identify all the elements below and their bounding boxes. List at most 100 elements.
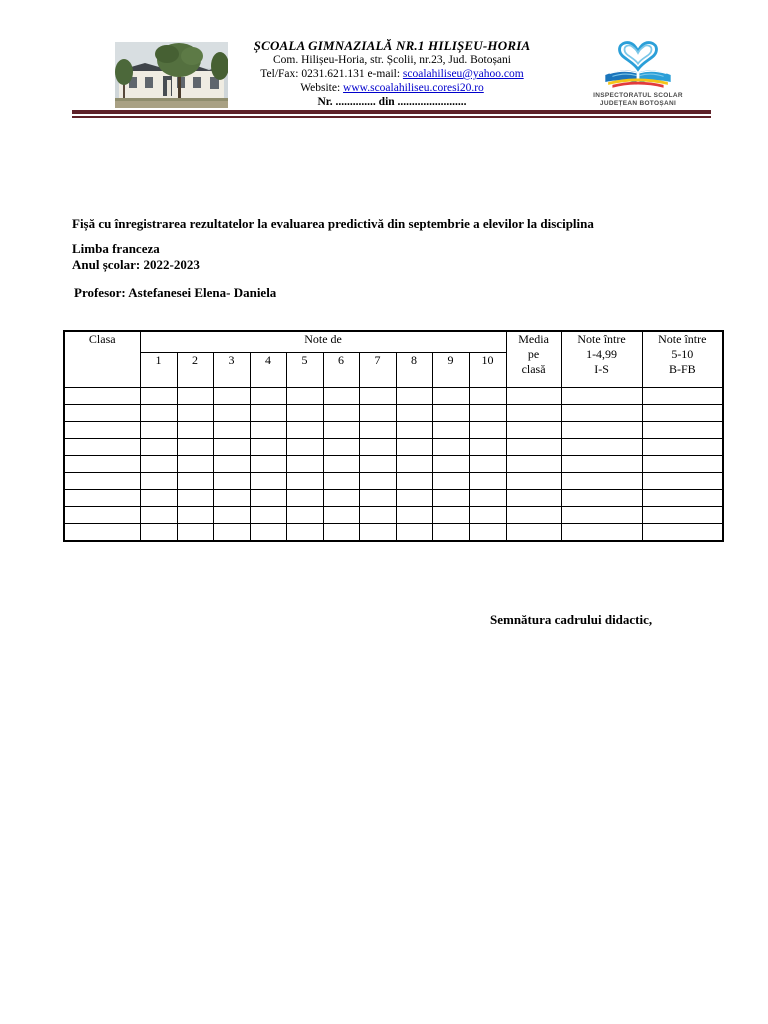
empty-cell bbox=[212, 489, 251, 507]
empty-cell bbox=[322, 472, 360, 490]
empty-cell bbox=[139, 438, 178, 456]
empty-cell bbox=[139, 387, 178, 405]
empty-cell bbox=[505, 506, 562, 524]
empty-cell bbox=[176, 523, 214, 542]
email-link[interactable]: scoalahiliseu@yahoo.com bbox=[402, 68, 524, 80]
empty-cell bbox=[176, 404, 214, 422]
table-row bbox=[63, 489, 724, 507]
school-address: Com. Hilișeu-Horia, str. Școlii, nr.23, … bbox=[273, 54, 511, 66]
empty-cell bbox=[560, 506, 643, 524]
empty-cell bbox=[641, 472, 724, 490]
empty-cell bbox=[505, 421, 562, 439]
empty-cell bbox=[395, 438, 433, 456]
empty-cell bbox=[395, 455, 433, 473]
empty-cell bbox=[358, 523, 397, 542]
empty-cell bbox=[358, 489, 397, 507]
document-title: Fișă cu înregistrarea rezultatelor la ev… bbox=[72, 216, 594, 231]
empty-cell bbox=[249, 455, 287, 473]
empty-cell bbox=[505, 489, 562, 507]
table-row bbox=[63, 404, 724, 422]
empty-cell bbox=[212, 472, 251, 490]
letterhead: ȘCOALA GIMNAZIALĂ NR.1 HILIȘEU-HORIA Com… bbox=[230, 39, 554, 109]
empty-cell bbox=[641, 387, 724, 405]
registration-number-line: Nr. .............. din .................… bbox=[317, 96, 467, 108]
empty-cell bbox=[395, 387, 433, 405]
empty-cell bbox=[176, 387, 214, 405]
empty-cell bbox=[322, 455, 360, 473]
empty-cell bbox=[431, 404, 470, 422]
empty-cell bbox=[358, 421, 397, 439]
empty-cell bbox=[468, 438, 507, 456]
empty-cell bbox=[395, 489, 433, 507]
signature-line: Semnătura cadrului didactic, bbox=[490, 612, 653, 627]
col-header-note-6: 6 bbox=[322, 352, 360, 388]
empty-cell bbox=[63, 489, 141, 507]
empty-cell bbox=[63, 404, 141, 422]
empty-cell bbox=[63, 387, 141, 405]
empty-cell bbox=[322, 506, 360, 524]
subject-name: Limba franceza bbox=[72, 241, 160, 256]
empty-cell bbox=[431, 387, 470, 405]
empty-cell bbox=[63, 472, 141, 490]
empty-cell bbox=[249, 523, 287, 542]
empty-cell bbox=[395, 506, 433, 524]
col-header-note-low: Note între 1-4,99 I-S bbox=[560, 330, 643, 388]
empty-cell bbox=[63, 523, 141, 542]
empty-cell bbox=[63, 455, 141, 473]
telfax-line: Tel/Fax: 0231.621.131 e-mail: scoalahili… bbox=[230, 67, 554, 81]
col-header-note-5: 5 bbox=[285, 352, 324, 388]
empty-cell bbox=[249, 438, 287, 456]
results-table-wrap: Clasa Note de Media pe clasă Note între … bbox=[63, 330, 725, 542]
empty-cell bbox=[431, 421, 470, 439]
empty-cell bbox=[468, 421, 507, 439]
subject-block: Limba franceza Anul școlar: 2022-2023 bbox=[72, 241, 200, 273]
table-row bbox=[63, 421, 724, 439]
empty-cell bbox=[176, 421, 214, 439]
empty-cell bbox=[431, 472, 470, 490]
empty-cell bbox=[468, 472, 507, 490]
empty-cell bbox=[322, 489, 360, 507]
empty-cell bbox=[358, 387, 397, 405]
empty-cell bbox=[285, 506, 324, 524]
empty-cell bbox=[560, 438, 643, 456]
col-header-note-7: 7 bbox=[358, 352, 397, 388]
empty-cell bbox=[63, 421, 141, 439]
empty-cell bbox=[560, 489, 643, 507]
col-header-note-3: 3 bbox=[212, 352, 251, 388]
col-header-note-2: 2 bbox=[176, 352, 214, 388]
table-row bbox=[63, 472, 724, 490]
empty-cell bbox=[285, 404, 324, 422]
empty-cell bbox=[176, 455, 214, 473]
empty-cell bbox=[468, 387, 507, 405]
empty-cell bbox=[395, 421, 433, 439]
website-line: Website: www.scoalahiliseu.coresi20.ro bbox=[230, 81, 554, 95]
empty-cell bbox=[468, 489, 507, 507]
table-row bbox=[63, 438, 724, 456]
empty-cell bbox=[431, 506, 470, 524]
empty-cell bbox=[358, 472, 397, 490]
empty-cell bbox=[212, 404, 251, 422]
empty-cell bbox=[560, 455, 643, 473]
empty-cell bbox=[285, 523, 324, 542]
school-photo bbox=[115, 42, 229, 108]
empty-cell bbox=[358, 438, 397, 456]
empty-cell bbox=[560, 387, 643, 405]
table-body bbox=[63, 387, 724, 542]
empty-cell bbox=[285, 455, 324, 473]
empty-cell bbox=[505, 523, 562, 542]
col-header-clasa: Clasa bbox=[63, 330, 141, 388]
heart-book-icon bbox=[605, 41, 671, 88]
empty-cell bbox=[249, 489, 287, 507]
empty-cell bbox=[505, 404, 562, 422]
empty-cell bbox=[176, 489, 214, 507]
table-row bbox=[63, 523, 724, 542]
website-label: Website: bbox=[300, 82, 344, 94]
telfax-label: Tel/Fax: 0231.621.131 e-mail: bbox=[260, 68, 403, 80]
empty-cell bbox=[431, 523, 470, 542]
empty-cell bbox=[358, 404, 397, 422]
empty-cell bbox=[358, 455, 397, 473]
website-link[interactable]: www.scoalahiliseu.coresi20.ro bbox=[343, 82, 484, 94]
empty-cell bbox=[249, 506, 287, 524]
empty-cell bbox=[249, 387, 287, 405]
col-header-note-9: 9 bbox=[431, 352, 470, 388]
